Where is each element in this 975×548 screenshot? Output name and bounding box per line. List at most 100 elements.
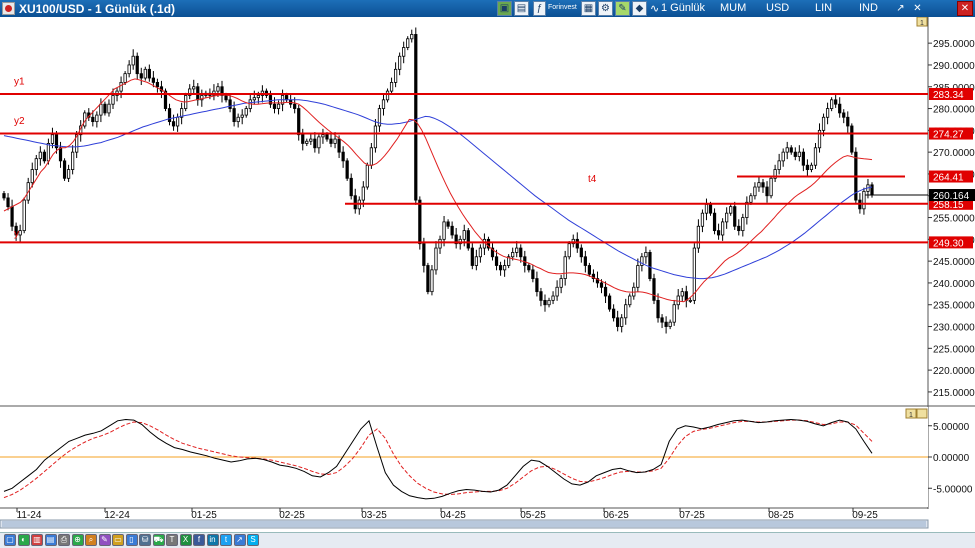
candle[interactable] <box>825 102 830 125</box>
candle[interactable] <box>393 62 398 88</box>
candle[interactable] <box>543 294 547 312</box>
candle[interactable] <box>143 66 147 81</box>
candle[interactable] <box>805 159 810 177</box>
candle[interactable] <box>337 135 341 159</box>
candle[interactable] <box>688 297 692 303</box>
candle[interactable] <box>414 27 418 205</box>
candle[interactable] <box>490 243 495 261</box>
candle[interactable] <box>438 235 442 254</box>
draw-icon[interactable]: ✎ <box>98 534 111 546</box>
candle[interactable] <box>591 269 596 283</box>
candle[interactable] <box>672 299 676 326</box>
candle[interactable] <box>507 254 511 269</box>
candle[interactable] <box>607 293 612 312</box>
candle[interactable] <box>317 133 321 154</box>
osc-panel-badge[interactable] <box>905 408 917 419</box>
text-icon[interactable]: T <box>166 534 178 546</box>
candle[interactable] <box>716 223 721 240</box>
window-icon[interactable]: ▢ <box>4 534 16 546</box>
candle[interactable] <box>696 219 701 253</box>
candle[interactable] <box>474 249 478 271</box>
candle[interactable] <box>555 280 559 301</box>
candle[interactable] <box>765 181 769 203</box>
candle[interactable] <box>167 103 172 126</box>
candle[interactable] <box>131 49 135 70</box>
candle[interactable] <box>192 79 196 94</box>
candle[interactable] <box>111 88 115 109</box>
candle[interactable] <box>478 244 483 263</box>
candle[interactable] <box>240 109 244 125</box>
share-icon[interactable]: ↗ <box>233 534 246 546</box>
candle[interactable] <box>139 67 143 86</box>
candle[interactable] <box>503 259 507 277</box>
candle[interactable] <box>381 93 386 116</box>
candle[interactable] <box>365 162 369 190</box>
candle[interactable] <box>309 134 313 145</box>
candle[interactable] <box>583 250 587 273</box>
candle[interactable] <box>410 29 414 43</box>
candle[interactable] <box>107 99 111 117</box>
candle[interactable] <box>406 36 410 51</box>
skype-icon[interactable]: S <box>247 534 259 546</box>
candle[interactable] <box>236 113 240 128</box>
candle[interactable] <box>741 213 745 237</box>
candle[interactable] <box>22 197 26 234</box>
candle[interactable] <box>527 262 531 273</box>
candle[interactable] <box>781 148 785 167</box>
candle[interactable] <box>850 123 854 155</box>
candle[interactable] <box>228 95 232 113</box>
candle[interactable] <box>341 146 345 168</box>
candle[interactable] <box>30 162 34 188</box>
candle[interactable] <box>652 273 656 305</box>
candle[interactable] <box>676 289 680 310</box>
candle[interactable] <box>797 145 801 162</box>
candle[interactable] <box>834 95 838 108</box>
candle[interactable] <box>620 314 624 333</box>
candle[interactable] <box>830 97 834 112</box>
candle[interactable] <box>773 164 777 183</box>
candle[interactable] <box>46 138 51 165</box>
diamond-icon[interactable]: ◆ <box>632 1 647 16</box>
candle[interactable] <box>50 127 55 149</box>
candle[interactable] <box>200 89 204 107</box>
candle[interactable] <box>616 310 620 332</box>
period-selector[interactable]: 1 Günlük <box>661 2 706 14</box>
candle[interactable] <box>349 173 353 200</box>
candle[interactable] <box>188 84 192 100</box>
candle[interactable] <box>628 293 632 308</box>
forinvest-logo-icon[interactable]: ƒ <box>533 1 546 16</box>
candle[interactable] <box>494 249 499 271</box>
candle[interactable] <box>753 182 757 200</box>
chart-style-selector[interactable]: MUM <box>720 2 747 14</box>
candle[interactable] <box>700 209 705 233</box>
candle[interactable] <box>345 158 349 181</box>
candle[interactable] <box>127 60 131 78</box>
candle[interactable] <box>171 114 176 131</box>
candle[interactable] <box>442 216 446 247</box>
candle[interactable] <box>515 241 519 258</box>
candle[interactable] <box>733 201 737 230</box>
candle[interactable] <box>155 78 160 93</box>
candle[interactable] <box>563 250 567 286</box>
folder-icon[interactable]: ▭ <box>112 534 124 546</box>
settings-icon[interactable]: ⚙ <box>598 1 613 16</box>
candle[interactable] <box>446 219 450 229</box>
candle[interactable] <box>66 164 71 183</box>
candle[interactable] <box>636 258 640 293</box>
close-icon[interactable]: ✕ <box>957 1 973 16</box>
page-icon[interactable]: ▯ <box>125 534 138 546</box>
candle[interactable] <box>624 298 628 325</box>
candle[interactable] <box>62 158 67 181</box>
candle[interactable] <box>377 104 382 132</box>
candle[interactable] <box>587 262 592 277</box>
candle[interactable] <box>603 281 608 303</box>
arrow-icon[interactable]: ↗ <box>896 3 905 14</box>
candle[interactable] <box>680 287 684 302</box>
candle[interactable] <box>434 241 438 275</box>
candle[interactable] <box>769 175 773 199</box>
currency-selector[interactable]: USD <box>766 2 790 14</box>
twitter-icon[interactable]: t <box>220 534 232 546</box>
candle[interactable] <box>398 52 402 76</box>
candle[interactable] <box>725 207 729 229</box>
candle[interactable] <box>535 271 539 297</box>
